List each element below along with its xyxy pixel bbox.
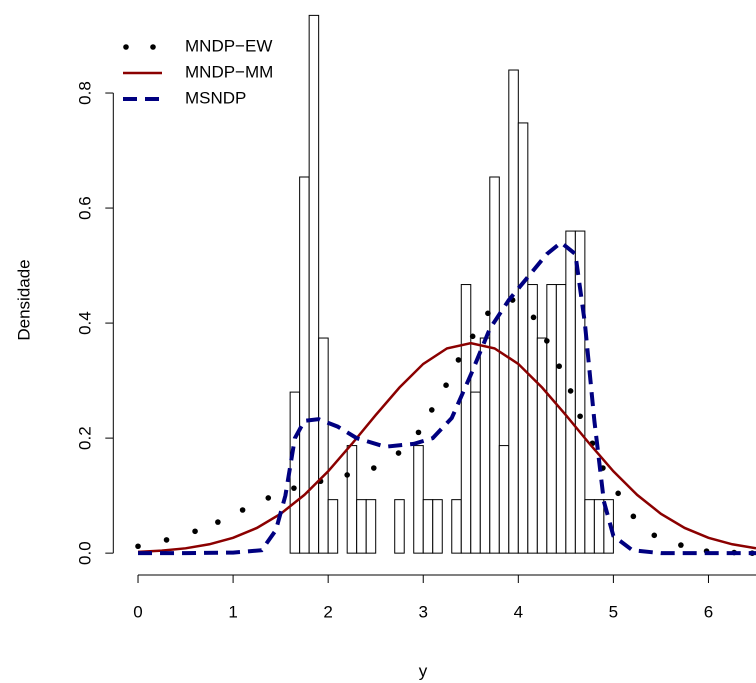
histogram-bar [546, 284, 557, 554]
histogram-bar [318, 337, 329, 554]
histogram-bar [365, 499, 377, 554]
histogram-bar [498, 445, 510, 554]
density-point [395, 450, 402, 456]
histogram-bar [603, 499, 614, 554]
density-point [469, 333, 476, 340]
density-point [371, 465, 377, 471]
histogram-bar [451, 499, 462, 554]
density-point [265, 495, 272, 501]
density-point [135, 543, 141, 550]
density-point [530, 314, 537, 321]
histogram-bar [489, 176, 500, 554]
density-point [577, 413, 583, 420]
density-point [163, 537, 170, 543]
density-point [556, 363, 562, 370]
y-tick-label: 0.6 [75, 196, 94, 220]
histogram-bar [536, 337, 548, 554]
histogram-bar [422, 499, 434, 554]
density-point [291, 485, 297, 491]
density-point [239, 507, 246, 513]
histogram-bar [555, 284, 567, 554]
histogram-bar [574, 230, 586, 554]
x-tick-label: 4 [514, 602, 523, 621]
density-point [455, 357, 462, 363]
x-tick-label: 6 [704, 602, 713, 621]
histogram-bar [479, 337, 491, 554]
histogram-bar [584, 499, 595, 554]
density-curve [137, 341, 756, 554]
legend-label: MNDP−MM [185, 62, 273, 81]
histogram-bar [527, 284, 538, 554]
histogram-bar [508, 69, 519, 554]
histogram-bar [460, 284, 472, 554]
legend-symbol [150, 44, 156, 50]
histogram-bar [289, 391, 301, 554]
density-point [485, 310, 491, 317]
density-point [428, 407, 435, 413]
x-tick-label: 1 [228, 602, 237, 621]
density-point [630, 513, 637, 520]
density-point [678, 542, 684, 548]
density-point [544, 338, 550, 344]
histogram-bar [432, 499, 443, 554]
density-point [415, 429, 422, 436]
density-point [215, 519, 221, 525]
legend-label: MSNDP [185, 88, 246, 107]
x-axis-label: y [419, 661, 428, 680]
y-tick-label: 0.8 [75, 81, 94, 105]
histogram-bar [394, 499, 405, 554]
histogram-bar [356, 499, 367, 554]
density-point [443, 382, 449, 389]
legend-label: MNDP−EW [185, 36, 272, 55]
x-tick-label: 0 [133, 602, 142, 621]
histogram-bar [413, 445, 424, 554]
legend-symbol [123, 44, 129, 50]
y-tick-label: 0.0 [75, 541, 94, 565]
histogram-bar [517, 122, 529, 554]
x-tick-label: 3 [419, 602, 428, 621]
histogram-bar [308, 14, 320, 554]
density-point [615, 490, 621, 497]
x-tick-label: 2 [323, 602, 332, 621]
density-point [651, 532, 658, 539]
histogram-bar [327, 499, 339, 554]
density-point [192, 528, 198, 535]
y-axis-label: Densidade [14, 259, 33, 340]
histogram-bar [593, 499, 605, 554]
histogram-bar [346, 445, 358, 554]
x-tick-label: 5 [609, 602, 618, 621]
density-point [344, 472, 350, 478]
histogram-bar [470, 391, 481, 554]
y-tick-label: 0.2 [75, 426, 94, 450]
y-tick-label: 0.4 [75, 311, 94, 335]
density-curve [138, 239, 756, 556]
density-point [567, 388, 574, 394]
